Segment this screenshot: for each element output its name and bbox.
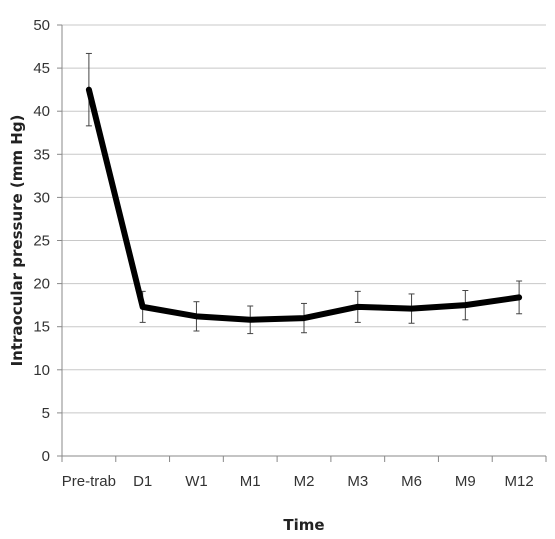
y-tick-label: 5 — [42, 405, 50, 422]
x-tick-label: D1 — [133, 473, 152, 490]
y-tick-label: 25 — [33, 233, 50, 250]
y-tick-label: 45 — [33, 60, 50, 77]
x-tick-label: W1 — [185, 473, 208, 490]
error-bars — [85, 52, 523, 335]
series-line — [85, 86, 523, 323]
y-tick-label: 10 — [33, 362, 50, 379]
y-tick-label: 35 — [33, 146, 50, 163]
y-tick-label: 20 — [33, 276, 50, 293]
y-axis-title: Intraocular pressure (mm Hg) — [8, 115, 26, 367]
x-tick-label: M12 — [505, 473, 534, 490]
y-tick-label: 0 — [42, 448, 50, 465]
y-tick-label: 50 — [33, 17, 50, 34]
x-tick-label: M9 — [455, 473, 476, 490]
x-tick-label: M6 — [401, 473, 422, 490]
gridlines — [62, 24, 546, 414]
axes — [57, 24, 547, 462]
x-tick-label: M3 — [347, 473, 368, 490]
y-tick-labels: 0 5 10 15 20 25 30 35 40 45 50 — [33, 17, 50, 465]
x-tick-label: Pre-trab — [62, 473, 116, 490]
y-tick-label: 15 — [33, 319, 50, 336]
y-tick-label: 40 — [33, 103, 50, 120]
y-tick-label: 30 — [33, 189, 50, 206]
x-axis-title: Time — [283, 516, 324, 534]
x-tick-label: M2 — [294, 473, 315, 490]
x-tick-labels: Pre-trab D1 W1 M1 M2 M3 M6 M9 M12 — [62, 473, 534, 490]
x-tick-label: M1 — [240, 473, 261, 490]
series — [85, 86, 523, 323]
